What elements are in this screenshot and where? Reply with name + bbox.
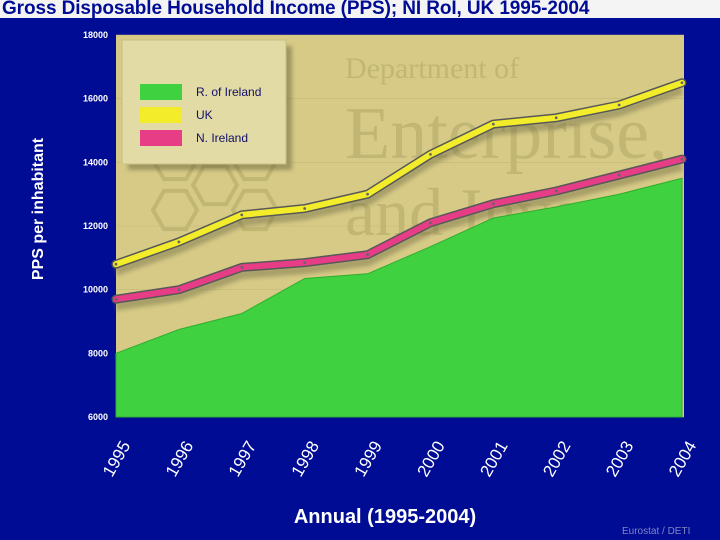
legend-label: N. Ireland: [196, 131, 248, 145]
x-tick-label: 1999: [351, 438, 386, 480]
x-tick-label: 2004: [665, 438, 700, 480]
x-tick-label: 1995: [99, 438, 134, 480]
x-tick-label: 1998: [288, 438, 323, 480]
n-ireland-point: [303, 261, 307, 265]
series-layer: [111, 78, 687, 418]
n-ireland-line-shadow: [115, 161, 684, 311]
source-credit: Eurostat / DETI: [622, 526, 691, 537]
n-ireland-point: [114, 297, 118, 301]
y-tick-label: 8000: [88, 348, 108, 358]
y-tick-label: 10000: [83, 285, 108, 295]
x-axis-ticks: 1995 1996 1997 1998 1999 2000 2001 2002 2003 2004: [99, 438, 700, 480]
x-tick-label: 1997: [225, 438, 260, 480]
legend-swatch: [140, 107, 182, 123]
n-ireland-line: [113, 156, 685, 303]
uk-line: [113, 79, 685, 268]
uk-point: [680, 81, 684, 85]
watermark-text: Department of: [345, 52, 519, 85]
uk-line-shadow: [114, 85, 684, 276]
x-tick-label: 2003: [602, 438, 637, 480]
uk-point: [240, 213, 244, 217]
n-ireland-point: [240, 265, 244, 269]
x-axis-label: Annual (1995-2004): [293, 506, 477, 528]
roi-area: [115, 177, 683, 418]
legend-swatch: [140, 130, 182, 146]
x-tick-label: 2002: [539, 438, 574, 480]
n-ireland-point: [680, 157, 684, 161]
y-tick-label: 18000: [83, 30, 108, 40]
x-tick-label: 2001: [476, 438, 511, 480]
y-axis-label: PPS per inhabitant: [30, 137, 47, 281]
legend-label: UK: [196, 108, 213, 122]
y-tick-label: 14000: [83, 157, 108, 167]
legend: R. of Ireland UK N. Ireland: [121, 39, 292, 170]
watermark-hexagon: [230, 188, 280, 232]
n-ireland-point: [429, 221, 432, 225]
uk-point: [177, 240, 181, 244]
n-ireland-point: [177, 288, 181, 292]
y-tick-label: 12000: [83, 221, 108, 231]
legend-swatch: [140, 84, 182, 100]
n-ireland-point: [617, 173, 621, 177]
title-bar: Gross Disposable Household Income (PPS);…: [0, 0, 720, 19]
uk-point: [429, 152, 432, 156]
n-ireland-point: [554, 189, 558, 193]
x-tick-label: 2000: [413, 438, 448, 480]
uk-point: [366, 192, 369, 196]
x-tick-label: 1996: [162, 438, 197, 480]
chart-title: Gross Disposable Household Income (PPS);…: [2, 0, 590, 19]
n-ireland-point: [366, 253, 369, 257]
uk-point: [303, 207, 307, 210]
uk-point: [114, 262, 118, 266]
y-tick-label: 16000: [83, 94, 108, 104]
legend-label: R. of Ireland: [196, 85, 261, 99]
y-axis-ticks: 6000 8000 10000 12000 14000 16000 18000: [83, 30, 108, 422]
y-tick-label: 6000: [88, 412, 108, 422]
uk-point: [617, 103, 621, 107]
uk-point: [554, 116, 558, 120]
watermark-hexagon: [150, 188, 200, 232]
n-ireland-point: [491, 202, 495, 206]
uk-point: [491, 122, 495, 126]
